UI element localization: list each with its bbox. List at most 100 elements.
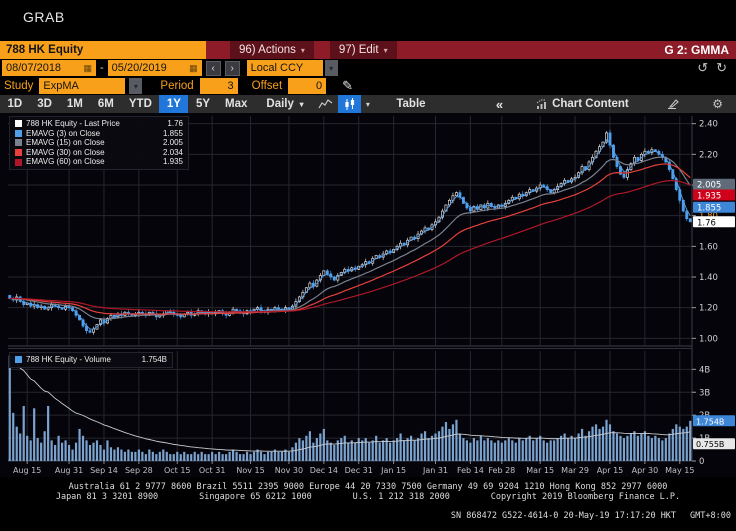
window-title: GRAB — [23, 9, 65, 25]
period-input[interactable]: 3 — [199, 78, 238, 94]
currency-select[interactable]: Local CCY — [246, 60, 323, 76]
legend-item-emavg30[interactable]: EMAVG (30) on Close 2.034 — [15, 148, 183, 158]
svg-text:Apr 15: Apr 15 — [597, 466, 624, 475]
range-button-1y[interactable]: 1Y — [159, 95, 189, 113]
prev-period-button[interactable]: ‹ — [205, 60, 221, 76]
redo-icon[interactable]: ↻ — [716, 60, 727, 75]
svg-text:Dec 31: Dec 31 — [345, 466, 373, 475]
candle-chart-type-button[interactable] — [337, 95, 361, 113]
study-label: Study — [4, 80, 34, 92]
ticker-text: 788 HK Equity — [6, 44, 84, 56]
range-button-max[interactable]: Max — [225, 98, 248, 110]
svg-text:Nov 30: Nov 30 — [275, 466, 303, 475]
range-button-3d[interactable]: 3D — [37, 98, 52, 110]
chevron-down-icon[interactable]: ▾ — [324, 60, 338, 76]
chevron-down-icon: ▾ — [365, 99, 370, 109]
svg-text:2.005: 2.005 — [697, 181, 721, 191]
chevron-down-icon[interactable]: ▾ — [129, 78, 143, 94]
range-button-1m[interactable]: 1M — [66, 98, 83, 110]
legend-item-volume[interactable]: 788 HK Equity - Volume 1.754B — [15, 355, 167, 365]
svg-text:Nov 15: Nov 15 — [236, 466, 264, 475]
offset-input[interactable]: 0 — [288, 78, 327, 94]
svg-text:Feb 14: Feb 14 — [457, 466, 484, 475]
series-swatch — [15, 129, 22, 137]
actions-button[interactable]: 96) Actions ▾ — [230, 41, 314, 59]
next-period-button[interactable]: › — [224, 60, 240, 76]
footer-phones-line2: Japan 81 3 3201 8900 Singapore 65 6212 1… — [55, 491, 681, 502]
legend-item-emavg3[interactable]: EMAVG (3) on Close 1.855 — [15, 129, 183, 139]
chart-canvas[interactable]: 1.001.201.401.601.802.002.202.4001B2B3B4… — [0, 113, 736, 485]
end-date-field[interactable]: 05/20/2019 ▦ — [107, 60, 202, 76]
chevron-down-icon: ▼ — [297, 99, 306, 109]
collapse-panel-button[interactable]: « — [495, 96, 504, 112]
svg-text:Jan 15: Jan 15 — [380, 466, 406, 475]
candlestick-icon — [345, 97, 354, 110]
series-swatch — [15, 120, 22, 128]
svg-text:Apr 30: Apr 30 — [632, 466, 659, 475]
date-separator: - — [100, 62, 104, 74]
svg-text:Sep 28: Sep 28 — [125, 466, 153, 475]
line-chart-icon — [318, 99, 333, 109]
series-swatch — [15, 158, 22, 166]
range-button-1d[interactable]: 1D — [7, 98, 23, 110]
line-chart-type-button[interactable] — [313, 95, 338, 113]
chart-type-dropdown[interactable]: ▾ — [361, 95, 375, 113]
table-button[interactable]: Table — [396, 98, 426, 110]
chart-toolbar: 1D 3D 1M 6M YTD 1Y 5Y Max Daily ▼ ▾ Tabl… — [0, 95, 736, 113]
edit-button[interactable]: 97) Edit ▾ — [329, 41, 397, 59]
chart-content-button[interactable]: Chart Content — [529, 95, 637, 113]
range-button-ytd[interactable]: YTD — [128, 98, 152, 110]
footer-sn-line: SN 868472 G522-4614-0 20-May-19 17:17:20… — [450, 510, 731, 521]
annotate-button[interactable] — [662, 95, 685, 113]
svg-text:Sep 14: Sep 14 — [90, 466, 118, 475]
svg-text:0: 0 — [699, 457, 704, 467]
undo-icon[interactable]: ↺ — [697, 60, 709, 75]
security-bar: 788 HK Equity 96) Actions ▾ 97) Edit ▾ G… — [0, 41, 736, 59]
svg-text:May 15: May 15 — [665, 466, 694, 475]
svg-text:2.40: 2.40 — [699, 120, 718, 130]
svg-text:4B: 4B — [699, 365, 710, 375]
panel-title: G 2: GMMA — [664, 43, 729, 57]
date-range-bar: 08/07/2018 ▦ - 05/20/2019 ▦ ‹ › Local CC… — [0, 59, 736, 77]
ticker-input[interactable]: 788 HK Equity — [0, 41, 206, 59]
annotate-icon — [668, 99, 680, 109]
calendar-icon[interactable]: ▦ — [189, 62, 198, 73]
series-swatch — [15, 356, 22, 364]
svg-text:1.855: 1.855 — [697, 204, 721, 214]
frequency-select[interactable]: Daily ▼ — [266, 98, 306, 110]
svg-text:1.76: 1.76 — [697, 218, 716, 228]
period-label: Period — [160, 80, 194, 92]
svg-text:0.755B: 0.755B — [696, 440, 724, 449]
chevron-down-icon: ▾ — [300, 45, 305, 55]
series-swatch — [15, 149, 22, 157]
offset-label: Offset — [251, 80, 283, 92]
chevron-down-icon: ▾ — [383, 45, 388, 55]
pencil-icon[interactable]: ✎ — [342, 78, 354, 93]
price-axis: 1.001.201.401.601.802.002.202.40 — [692, 120, 718, 344]
chart-area: 1.001.201.401.601.802.002.202.4001B2B3B4… — [0, 113, 736, 485]
start-date-field[interactable]: 08/07/2018 ▦ — [2, 60, 96, 76]
calendar-icon[interactable]: ▦ — [83, 62, 92, 73]
svg-text:Jan 31: Jan 31 — [422, 466, 448, 475]
range-button-5y[interactable]: 5Y — [195, 98, 211, 110]
volume-ma-line — [9, 355, 691, 452]
mini-chart-icon — [536, 99, 547, 109]
volume-legend: 788 HK Equity - Volume 1.754B — [9, 352, 173, 368]
legend-item-emavg15[interactable]: EMAVG (15) on Close 2.005 — [15, 138, 183, 148]
svg-text:1.935: 1.935 — [697, 191, 721, 201]
legend-item-last-price[interactable]: 788 HK Equity - Last Price 1.76 — [15, 119, 183, 129]
legend-item-emavg60[interactable]: EMAVG (60) on Close 1.935 — [15, 157, 183, 167]
svg-text:Feb 28: Feb 28 — [488, 466, 515, 475]
svg-text:1.754B: 1.754B — [696, 417, 724, 426]
volume-markers: 1.754B 0.755B — [693, 415, 735, 450]
svg-text:1.20: 1.20 — [699, 304, 718, 314]
window-titlebar: GRAB — [0, 0, 736, 41]
study-bar: Study ExpMA ▾ Period 3 Offset 0 ✎ — [0, 77, 736, 95]
volume-bars — [8, 355, 692, 461]
settings-button[interactable]: ⚙ — [707, 95, 728, 113]
svg-text:1.40: 1.40 — [699, 273, 718, 283]
svg-text:Aug 31: Aug 31 — [55, 466, 83, 475]
range-button-6m[interactable]: 6M — [97, 98, 114, 110]
study-select[interactable]: ExpMA — [39, 78, 126, 94]
